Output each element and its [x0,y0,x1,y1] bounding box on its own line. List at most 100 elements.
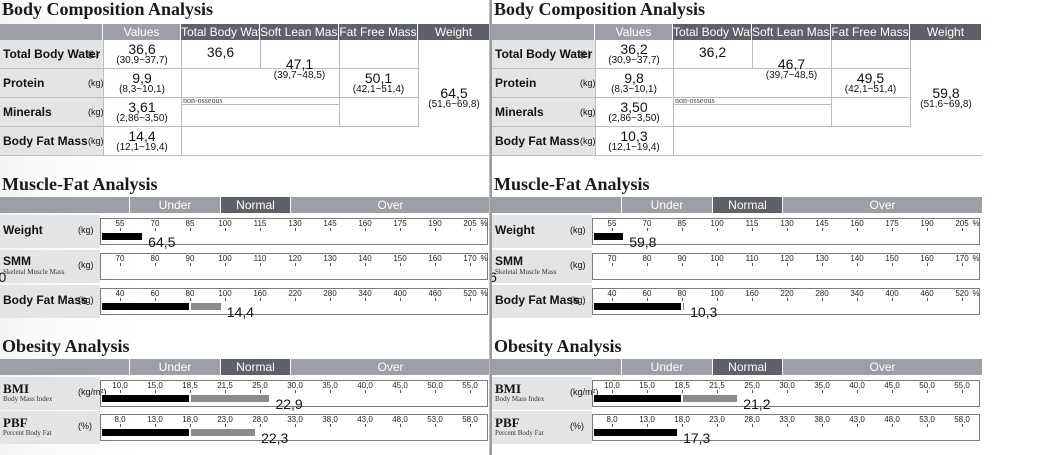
mf-row-label-1: SMM [3,254,31,268]
bc-row-range-1: (8,3~10,1) [611,84,657,95]
mf-tick-label-0-0: 55 [607,219,617,228]
mf-tick-label-1-3: 100 [710,254,724,263]
ob-row-unit-0: (kg/m²) [78,387,107,397]
mf-row-unit-0: (kg) [570,225,586,235]
ob-bar-value-1: 17,3 [683,430,711,446]
mf-tick-label-1-9: 160 [428,254,442,263]
ob-tick-mark-0-3 [225,390,226,393]
bc-row-divider-2 [492,126,910,127]
mf-tick-mark-0-2 [682,228,683,231]
ob-tick-label-0-10: 55,0 [462,381,478,390]
ob-tick-mark-1-8 [400,424,401,427]
bc-row-label-1: Protein [495,76,537,90]
mf-tick-mark-1-1 [155,263,156,266]
mf-tick-mark-1-0 [612,263,613,266]
mf-row-unit-0: (kg) [78,225,94,235]
slm-cell-right [831,40,832,127]
mf-percent-1: % [480,254,488,263]
ob-row-shade-0 [0,377,100,410]
mf-band-blank [0,197,129,213]
ob-tick-mark-0-8 [400,390,401,393]
mf-tick-mark-1-3 [225,263,226,266]
bc-row-divider-1 [492,97,910,98]
ob-tick-label-1-2: 18,0 [674,415,690,424]
mf-tick-label-0-9: 190 [428,219,442,228]
slm-cell-right [339,40,340,127]
ob-tick-mark-1-4 [260,424,261,427]
bc-row-divider-3 [492,155,982,156]
ob-tick-label-0-8: 45,0 [884,381,900,390]
tbw-cell-right [752,40,753,69]
mf-tick-label-0-2: 85 [185,219,195,228]
ob-tick-mark-0-5 [295,390,296,393]
ob-tick-label-1-6: 38,0 [322,415,338,424]
bc-row-value-1: 9,9 [132,70,152,86]
mf-scale-frame-2 [100,288,488,315]
bc-row-unit-1: (kg) [580,78,596,88]
header-fat-free-mass: Fat Free Mass [339,24,417,40]
mf-bar-value-2: 10,3 [690,304,718,320]
mf-tick-label-1-7: 140 [850,254,864,263]
mf-tick-mark-0-10 [470,228,471,231]
mf-tick-mark-1-0 [120,263,121,266]
ob-row-sublabel-0: Body Mass Index [495,395,545,403]
mf-tick-label-1-8: 150 [393,254,407,263]
mf-tick-label-2-6: 280 [323,289,337,298]
bc-row-label-3: Body Fat Mass [3,134,88,148]
mf-scale-frame-1 [100,253,488,280]
body-composition-title: Body Composition Analysis [494,0,706,19]
values-column-right [181,40,182,155]
mf-tick-label-0-10: 205 [463,219,477,228]
mf-tick-label-0-5: 130 [780,219,794,228]
mf-tick-mark-2-7 [857,298,858,301]
mf-tick-label-0-7: 160 [358,219,372,228]
slm-cell-bottom [181,104,339,105]
ob-tick-label-0-2: 18,5 [674,381,690,390]
mf-tick-mark-1-9 [435,263,436,266]
mf-row-unit-2: (kg) [78,295,94,305]
header-soft-lean-mass: Soft Lean Mass [752,24,830,40]
ob-tick-label-1-0: 8,0 [606,415,618,424]
mf-tick-label-0-6: 145 [815,219,829,228]
ob-tick-mark-1-10 [470,424,471,427]
ob-tick-label-1-7: 43,0 [849,415,865,424]
ob-tick-label-1-3: 23,0 [217,415,233,424]
ob-row-shade-0 [492,377,592,410]
mf-tick-mark-0-9 [927,228,928,231]
ob-row-sublabel-1: Percent Body Fat [3,429,52,437]
mf-percent-1: % [972,254,980,263]
mf-band-under: Under [130,197,220,213]
mf-tick-mark-1-7 [365,263,366,266]
mf-tick-label-0-4: 115 [745,219,759,228]
bc-row-divider-0 [492,68,910,69]
mf-row-label-0: Weight [495,223,535,237]
slm-cell-bottom [673,104,831,105]
mf-tick-mark-2-0 [612,298,613,301]
mf-tick-label-1-2: 90 [677,254,687,263]
ob-tick-mark-0-4 [752,390,753,393]
tbw-value: 36,6 [206,44,235,60]
bc-row-unit-1: (kg) [88,78,104,88]
mf-tick-mark-2-5 [295,298,296,301]
bc-row-divider-0 [0,68,418,69]
mf-tick-mark-2-10 [470,298,471,301]
mf-tick-label-1-8: 150 [885,254,899,263]
bc-row-range-0: (30,9~37,7) [608,55,660,66]
ffm-value: 49,5 [856,70,885,86]
ob-band-normal: Normal [221,359,290,375]
mf-tick-mark-0-6 [330,228,331,231]
slm-value: 46,7 [777,56,806,72]
slm-value: 47,1 [285,56,314,72]
mf-band-over: Over [783,197,982,213]
ob-scale-frame-0 [592,380,980,407]
ob-tick-mark-1-2 [682,424,683,427]
ob-tick-mark-1-4 [752,424,753,427]
mf-tick-label-1-4: 110 [253,254,267,263]
mf-tick-mark-1-10 [962,263,963,266]
ob-row-shade-1 [0,411,100,444]
ob-tick-label-1-1: 13,0 [147,415,163,424]
ob-tick-mark-0-10 [470,390,471,393]
label-column-right [103,40,104,155]
ob-tick-label-0-10: 55,0 [954,381,970,390]
ob-tick-label-0-0: 10,0 [604,381,620,390]
